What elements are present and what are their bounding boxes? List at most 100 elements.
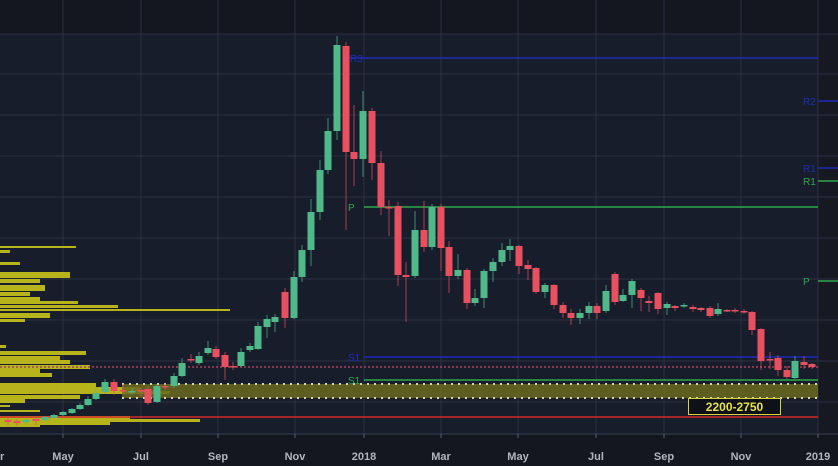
candle-body bbox=[385, 207, 393, 209]
candle-body bbox=[454, 270, 462, 276]
candle-body bbox=[593, 306, 601, 313]
candle bbox=[170, 373, 178, 388]
candle-body bbox=[119, 390, 127, 392]
candle bbox=[680, 303, 688, 308]
candle-body bbox=[298, 250, 306, 277]
time-axis[interactable]: r May Jul Sep Nov 2018 Mar May Jul Sep Nov 2019 bbox=[0, 434, 830, 463]
time-axis-label: Nov bbox=[731, 451, 753, 463]
candle-body bbox=[333, 45, 341, 131]
level-label-R1-green: R1 bbox=[803, 177, 816, 188]
candle-body bbox=[178, 363, 186, 376]
candle bbox=[697, 307, 705, 312]
volume-profile-bar bbox=[0, 410, 40, 412]
candle-body bbox=[800, 362, 808, 365]
candle bbox=[359, 91, 367, 177]
candle bbox=[402, 262, 410, 322]
volume-profile-bar bbox=[0, 345, 6, 348]
zone-label: 2200-2750 bbox=[688, 398, 781, 415]
candle-body bbox=[706, 308, 714, 316]
candle bbox=[411, 211, 419, 278]
candle bbox=[766, 352, 774, 369]
candle bbox=[68, 408, 76, 414]
candle-body bbox=[307, 212, 315, 250]
candle bbox=[229, 362, 237, 370]
candle-body bbox=[229, 366, 237, 368]
candle-body bbox=[161, 386, 169, 388]
candle bbox=[333, 36, 341, 140]
candle-body bbox=[263, 319, 271, 327]
support-zone bbox=[122, 383, 818, 399]
level-label-S1-green: S1 bbox=[348, 376, 361, 387]
volume-profile-bar bbox=[0, 246, 76, 248]
candle-body bbox=[368, 111, 376, 163]
candle bbox=[368, 108, 376, 180]
time-axis-label: May bbox=[507, 451, 529, 463]
candle-body bbox=[237, 352, 245, 366]
candle-body bbox=[68, 409, 76, 413]
candle-body bbox=[59, 412, 67, 415]
candle-body bbox=[463, 270, 471, 303]
candle-body bbox=[445, 247, 453, 276]
candle-body bbox=[541, 285, 549, 292]
candle bbox=[611, 272, 619, 305]
candle bbox=[187, 354, 195, 363]
volume-profile-bar bbox=[0, 391, 170, 394]
volume-profile-bar bbox=[0, 422, 110, 425]
candle-body bbox=[41, 417, 49, 420]
candle bbox=[550, 284, 558, 309]
candle bbox=[445, 241, 453, 293]
candle bbox=[471, 289, 479, 306]
zone-fill bbox=[122, 384, 818, 398]
candle bbox=[731, 308, 739, 313]
candle bbox=[246, 343, 254, 352]
candle bbox=[32, 417, 40, 425]
candle bbox=[454, 254, 462, 279]
candle bbox=[567, 309, 575, 325]
candle-body bbox=[195, 356, 203, 363]
candle-body bbox=[92, 393, 100, 399]
candle bbox=[50, 414, 58, 419]
candle bbox=[101, 379, 109, 394]
candle bbox=[740, 309, 748, 314]
candle-body bbox=[471, 298, 479, 303]
candle bbox=[195, 352, 203, 365]
candle-body bbox=[791, 361, 799, 378]
candle-body bbox=[489, 262, 497, 271]
candle-body bbox=[110, 382, 118, 391]
candle-body bbox=[645, 301, 653, 303]
candle bbox=[654, 292, 662, 314]
candle bbox=[41, 416, 49, 421]
candle-body bbox=[697, 308, 705, 310]
candle bbox=[663, 302, 671, 315]
candles bbox=[4, 36, 816, 426]
time-axis-label: 2019 bbox=[806, 451, 830, 463]
candle-body bbox=[22, 420, 30, 422]
candle bbox=[263, 315, 271, 338]
time-axis-label: Sep bbox=[208, 451, 228, 463]
candle-body bbox=[524, 265, 532, 269]
candle-body bbox=[714, 309, 722, 314]
candle-body bbox=[680, 305, 688, 307]
candle bbox=[800, 356, 808, 369]
candle bbox=[92, 388, 100, 400]
candle-body bbox=[101, 382, 109, 392]
volume-profile-bar bbox=[0, 405, 10, 407]
time-axis-label: Jul bbox=[588, 451, 604, 463]
volume-profile-bar bbox=[0, 319, 25, 322]
candle-body bbox=[559, 305, 567, 313]
candle bbox=[281, 288, 289, 328]
candle-body bbox=[32, 419, 40, 421]
candle bbox=[576, 309, 584, 324]
volume-profile-bar bbox=[0, 383, 96, 387]
right-price-scale[interactable] bbox=[818, 34, 838, 434]
volume-profile bbox=[0, 246, 230, 427]
candle bbox=[714, 303, 722, 316]
candle-body bbox=[137, 390, 145, 392]
volume-profile-bar bbox=[0, 272, 70, 278]
volume-profile-bar bbox=[0, 292, 30, 296]
volume-profile-bar bbox=[0, 369, 40, 373]
candle bbox=[13, 419, 21, 426]
candle-body bbox=[4, 420, 12, 422]
volume-profile-bar bbox=[0, 285, 45, 291]
level-label-S1-blue: S1 bbox=[348, 353, 361, 364]
